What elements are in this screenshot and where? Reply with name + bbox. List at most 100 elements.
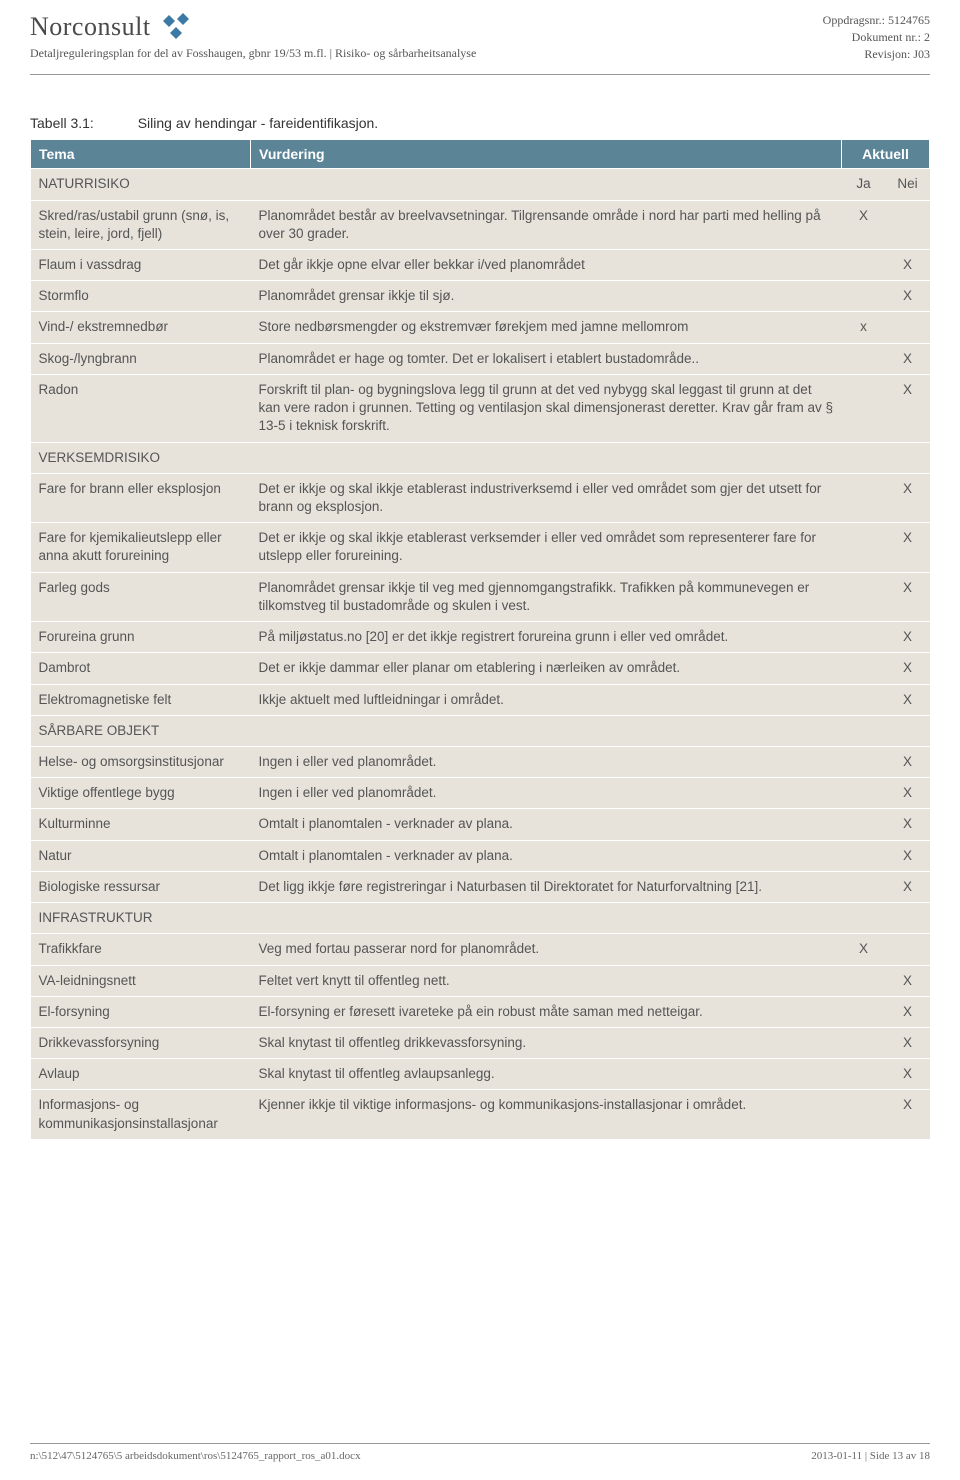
dokument-label: Dokument nr.: (852, 30, 921, 44)
caption-text: Siling av hendingar - fareidentifikasjon… (138, 115, 378, 131)
logo: Norconsult (30, 12, 476, 42)
cell-nei: X (886, 281, 930, 312)
cell-tema: Kulturminne (31, 809, 251, 840)
cell-nei: X (886, 871, 930, 902)
document-header: Norconsult Detaljreguleringsplan for del… (30, 12, 930, 70)
footer-path: n:\512\47\5124765\5 arbeidsdokument\ros\… (30, 1450, 361, 1462)
table-header-row: Tema Vurdering Aktuell (31, 140, 930, 169)
cell-tema: Fare for brann eller eksplosjon (31, 473, 251, 522)
cell-nei: X (886, 996, 930, 1027)
cell-ja: X (842, 200, 886, 249)
cell-tema: Informasjons- og kommunikasjonsinstallas… (31, 1090, 251, 1139)
cell-vurdering: Det er ikkje dammar eller planar om etab… (251, 653, 842, 684)
cell-nei: X (886, 250, 930, 281)
cell-vurdering: Planområdet grensar ikkje til sjø. (251, 281, 842, 312)
cell-ja (842, 1059, 886, 1090)
cell-nei: X (886, 1090, 930, 1139)
document-subtitle: Detaljreguleringsplan for del av Fosshau… (30, 46, 476, 61)
cell-ja (842, 1027, 886, 1058)
cell-ja (842, 250, 886, 281)
company-name: Norconsult (30, 12, 151, 42)
footer-page: 2013-01-11 | Side 13 av 18 (811, 1450, 930, 1462)
cell-vurdering: Kjenner ikkje til viktige informasjons- … (251, 1090, 842, 1139)
cell-vurdering: Ikkje aktuelt med luftleidningar i områd… (251, 684, 842, 715)
cell-nei: X (886, 746, 930, 777)
risk-table: Tema Vurdering Aktuell NATURRISIKOJaNeiS… (30, 139, 930, 1139)
cell-nei: X (886, 473, 930, 522)
cell-nei (886, 200, 930, 249)
table-row: Viktige offentlege byggIngen i eller ved… (31, 778, 930, 809)
cell-ja (842, 965, 886, 996)
table-row: Skred/ras/ustabil grunn (snø, is, stein,… (31, 200, 930, 249)
table-row: Biologiske ressursarDet ligg ikkje føre … (31, 871, 930, 902)
cell-vurdering: På miljøstatus.no [20] er det ikkje regi… (251, 622, 842, 653)
table-row: INFRASTRUKTUR (31, 903, 930, 934)
cell-nei: X (886, 622, 930, 653)
oppdrag-value: 5124765 (888, 13, 930, 27)
table-row: NATURRISIKOJaNei (31, 169, 930, 200)
cell-tema: VA-leidningsnett (31, 965, 251, 996)
cell-vurdering: Ingen i eller ved planområdet. (251, 746, 842, 777)
cell-vurdering: El-forsyning er føresett ivareteke på ei… (251, 996, 842, 1027)
cell-tema: Avlaup (31, 1059, 251, 1090)
cell-vurdering: Det er ikkje og skal ikkje etablerast in… (251, 473, 842, 522)
cell-ja (842, 281, 886, 312)
table-row: Vind-/ ekstremnedbørStore nedbørsmengder… (31, 312, 930, 343)
cell-ja (842, 809, 886, 840)
table-row: NaturOmtalt i planomtalen - verknader av… (31, 840, 930, 871)
table-row: SÅRBARE OBJEKT (31, 715, 930, 746)
cell-ja: X (842, 934, 886, 965)
cell-ja (842, 572, 886, 621)
table-row: El-forsyningEl-forsyning er føresett iva… (31, 996, 930, 1027)
table-row: DrikkevassforsyningSkal knytast til offe… (31, 1027, 930, 1058)
cell-vurdering (251, 715, 842, 746)
table-row: VA-leidningsnettFeltet vert knytt til of… (31, 965, 930, 996)
cell-tema: Helse- og omsorgsinstitusjonar (31, 746, 251, 777)
cell-ja: x (842, 312, 886, 343)
cell-nei: X (886, 1027, 930, 1058)
caption-label: Tabell 3.1: (30, 115, 94, 131)
cell-tema: Skred/ras/ustabil grunn (snø, is, stein,… (31, 200, 251, 249)
cell-ja (842, 653, 886, 684)
cell-ja (842, 473, 886, 522)
table-row: Helse- og omsorgsinstitusjonarIngen i el… (31, 746, 930, 777)
cell-tema: Elektromagnetiske felt (31, 684, 251, 715)
cell-ja (842, 715, 886, 746)
col-tema: Tema (31, 140, 251, 169)
header-meta: Oppdragsnr.: 5124765 Dokument nr.: 2 Rev… (823, 12, 930, 62)
cell-nei (886, 715, 930, 746)
cell-tema: Radon (31, 374, 251, 442)
cell-nei: X (886, 1059, 930, 1090)
cell-nei (886, 934, 930, 965)
cell-vurdering: Omtalt i planomtalen - verknader av plan… (251, 840, 842, 871)
cell-ja (842, 903, 886, 934)
revisjon-value: J03 (913, 47, 930, 61)
table-row: VERKSEMDRISIKO (31, 442, 930, 473)
cell-vurdering: Planområdet grensar ikkje til veg med gj… (251, 572, 842, 621)
revisjon-label: Revisjon: (864, 47, 910, 61)
logo-icon (161, 13, 195, 41)
table-row: KulturminneOmtalt i planomtalen - verkna… (31, 809, 930, 840)
table-row: StormfloPlanområdet grensar ikkje til sj… (31, 281, 930, 312)
cell-tema: Dambrot (31, 653, 251, 684)
cell-vurdering (251, 169, 842, 200)
cell-vurdering: Skal knytast til offentleg drikkevassfor… (251, 1027, 842, 1058)
cell-tema: INFRASTRUKTUR (31, 903, 251, 934)
cell-tema: Forureina grunn (31, 622, 251, 653)
cell-ja (842, 374, 886, 442)
cell-tema: NATURRISIKO (31, 169, 251, 200)
table-row: AvlaupSkal knytast til offentleg avlaups… (31, 1059, 930, 1090)
cell-nei: X (886, 684, 930, 715)
cell-vurdering: Det er ikkje og skal ikkje etablerast ve… (251, 523, 842, 572)
table-row: Elektromagnetiske feltIkkje aktuelt med … (31, 684, 930, 715)
cell-nei: X (886, 523, 930, 572)
cell-vurdering: Omtalt i planomtalen - verknader av plan… (251, 809, 842, 840)
cell-nei (886, 903, 930, 934)
cell-nei: X (886, 965, 930, 996)
table-row: Fare for kjemikalieutslepp eller anna ak… (31, 523, 930, 572)
cell-nei: X (886, 778, 930, 809)
cell-nei (886, 442, 930, 473)
cell-nei: X (886, 374, 930, 442)
cell-nei: X (886, 572, 930, 621)
cell-vurdering: Veg med fortau passerar nord for planomr… (251, 934, 842, 965)
